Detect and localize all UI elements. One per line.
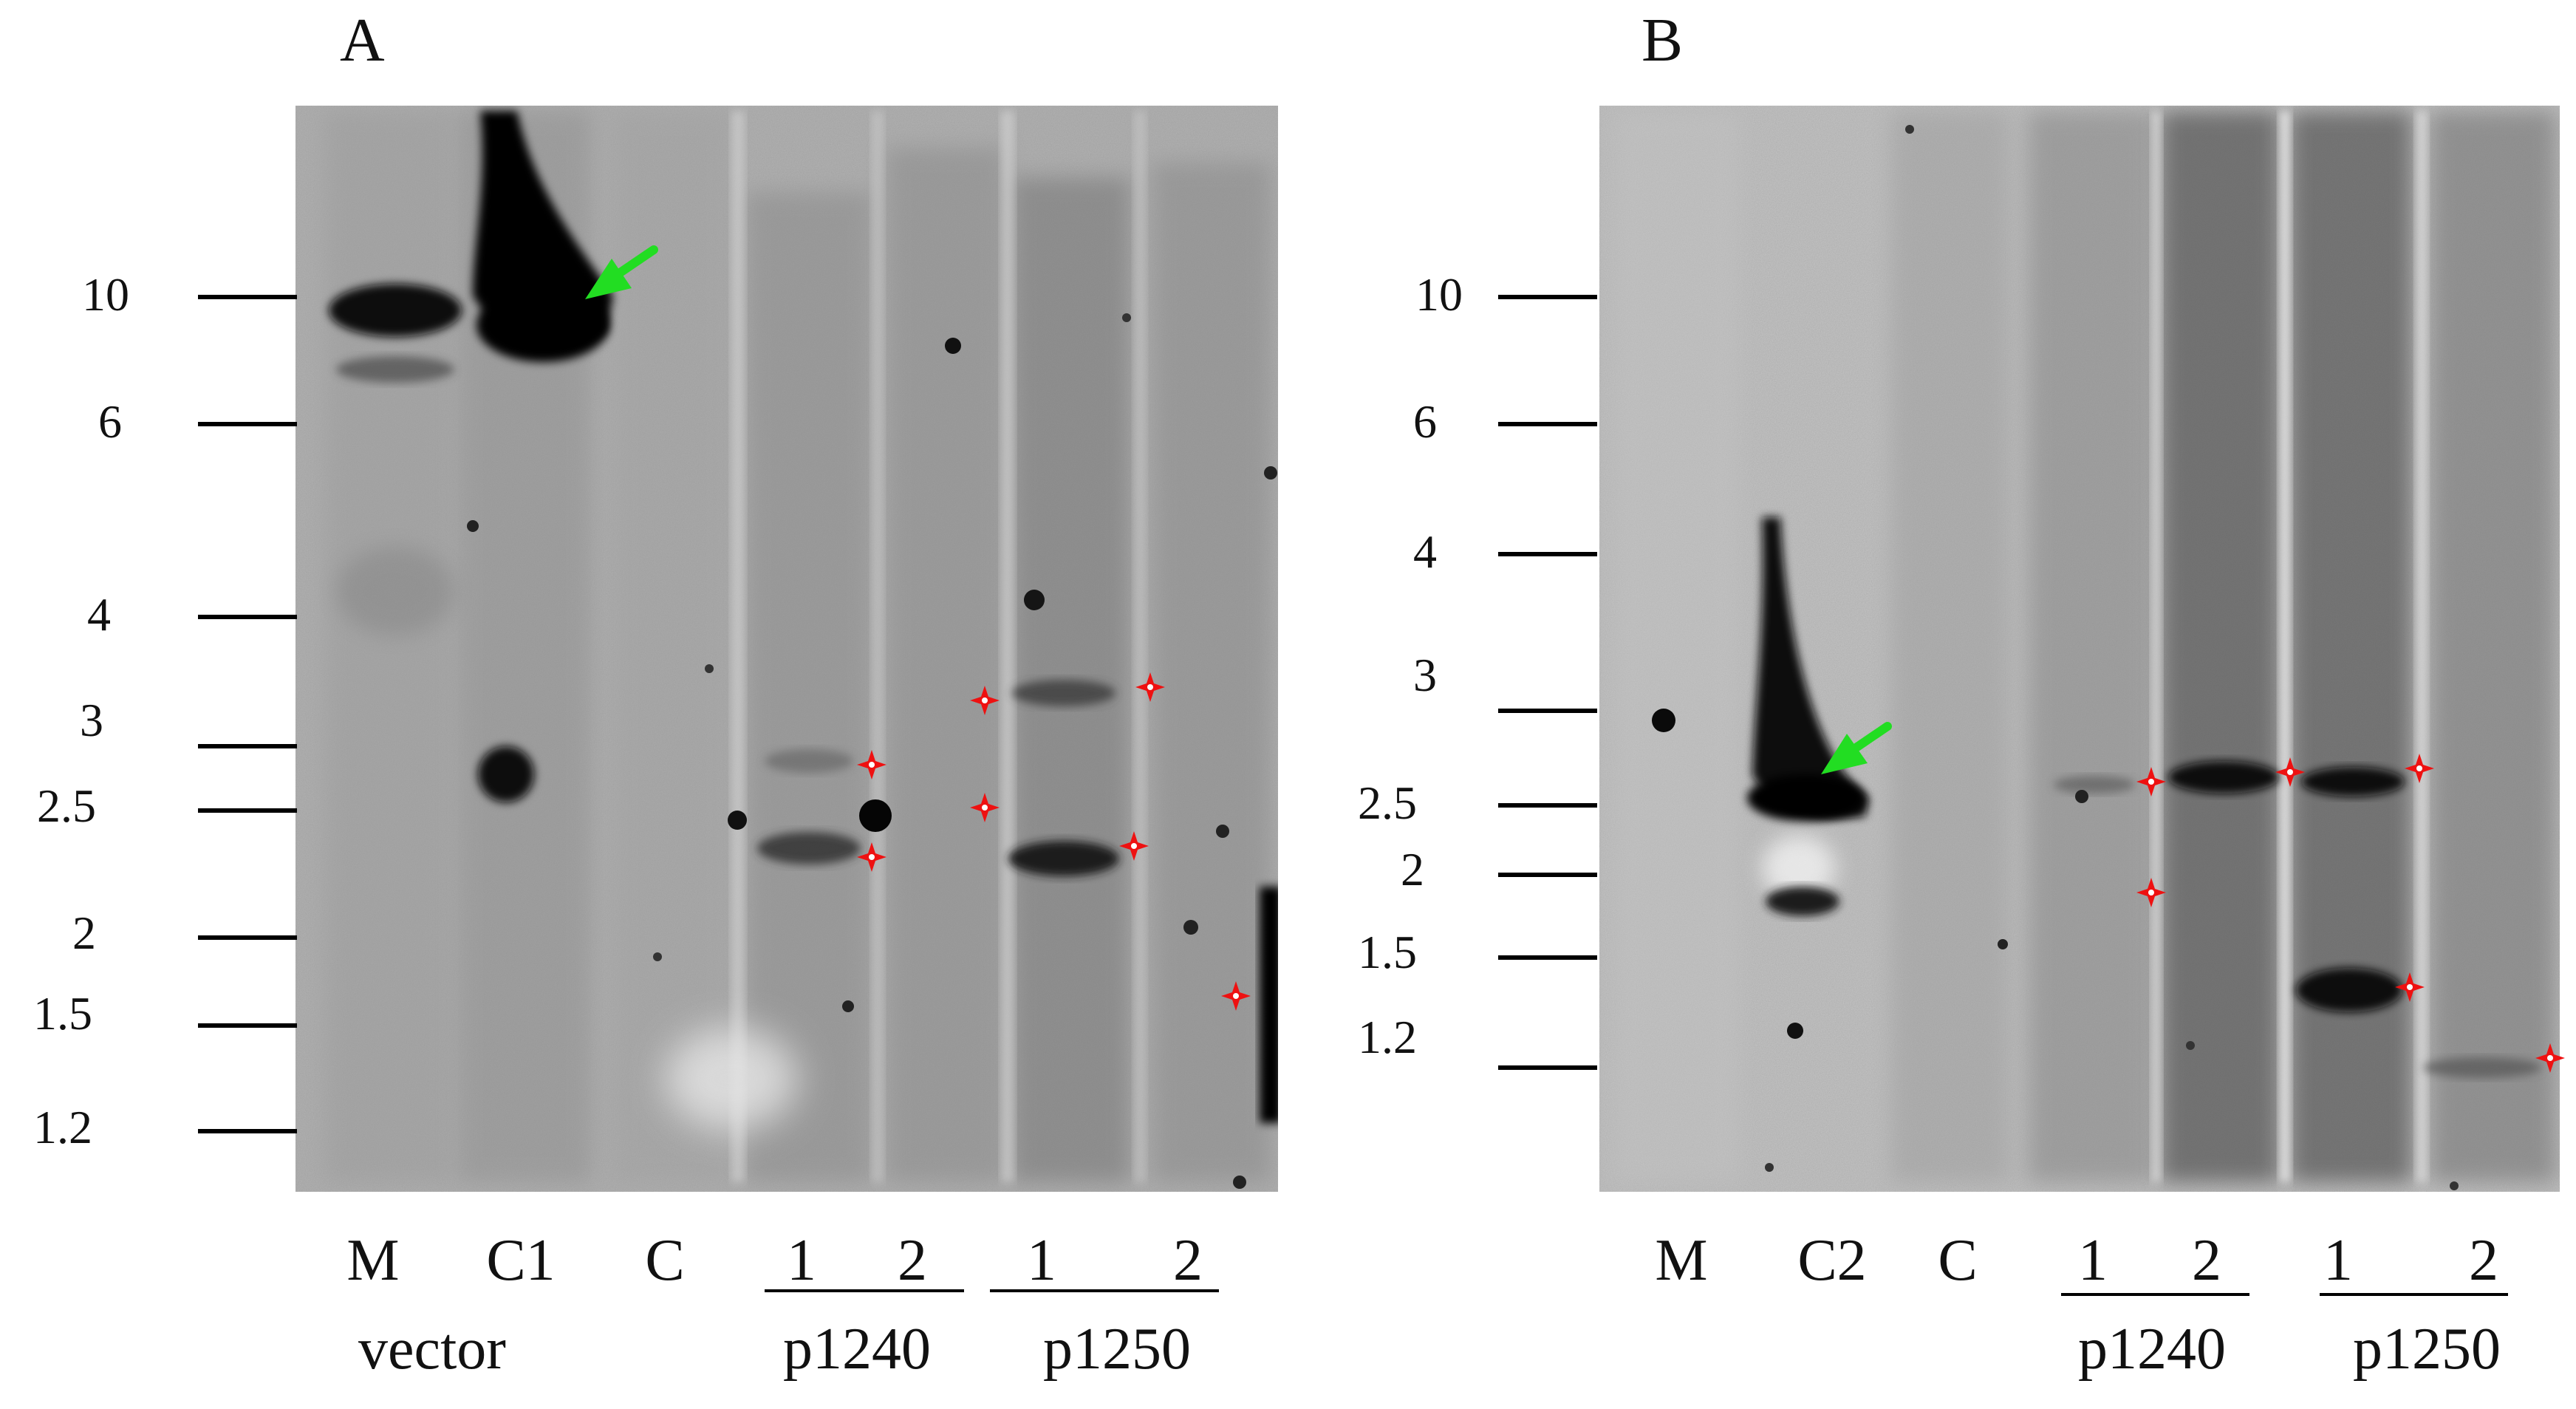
star-marker-icon [2405, 754, 2434, 783]
sample-label: p1240 [783, 1317, 931, 1382]
star-marker-icon [1135, 672, 1165, 702]
size-tick-label: 2.5 [1358, 777, 1417, 829]
star-marker-icon [2136, 878, 2166, 907]
size-tick-label: 3 [80, 694, 103, 746]
lane-label: 1 [2323, 1228, 2353, 1293]
arrow-icon [1821, 722, 1892, 774]
star-marker-icon [2275, 757, 2305, 787]
size-tick-label: 4 [87, 588, 111, 641]
band-markers [857, 672, 1251, 1011]
lane-label: 1 [2078, 1228, 2108, 1293]
star-marker-icon [970, 686, 1000, 715]
size-tick-label: 1.5 [33, 987, 92, 1040]
size-tick-label: 6 [1413, 395, 1437, 448]
star-marker-icon [1221, 981, 1251, 1011]
gel-image [1599, 106, 2560, 1192]
sample-label: p1240 [2078, 1317, 2226, 1382]
sample-label: vector [358, 1317, 506, 1382]
lane-label: M [346, 1228, 399, 1293]
size-tick-label: 2.5 [37, 779, 96, 832]
size-tick-label: 10 [1415, 268, 1463, 321]
size-tick-label: 2 [1401, 843, 1424, 895]
lane-label: M [1655, 1228, 1707, 1293]
lane-label: C [1938, 1228, 1977, 1293]
lane-label: C [645, 1228, 684, 1293]
panel-letter: B [1641, 6, 1683, 75]
size-ladder [198, 295, 297, 1133]
gel-image [295, 106, 1278, 1192]
lane-label: 2 [2469, 1228, 2498, 1293]
lane-label: 2 [898, 1228, 927, 1293]
sample-label: p1250 [2353, 1317, 2501, 1382]
lane-label: 1 [1027, 1228, 1056, 1293]
size-tick-label: 3 [1413, 649, 1437, 701]
size-tick-label: 2 [72, 907, 96, 959]
size-tick-label: 4 [1413, 525, 1437, 578]
lane-label: C2 [1797, 1228, 1866, 1293]
panel-letter: A [340, 6, 385, 75]
band-markers [2136, 754, 2565, 1073]
star-marker-icon [970, 793, 1000, 822]
size-tick-label: 10 [82, 268, 129, 321]
panel-a: A [33, 6, 1278, 1382]
size-tick-label: 1.5 [1358, 926, 1417, 978]
sample-label: p1250 [1043, 1317, 1191, 1382]
lane-label: 1 [787, 1228, 816, 1293]
star-marker-icon [857, 750, 886, 779]
lane-label: C1 [486, 1228, 555, 1293]
lane-label: 2 [2192, 1228, 2221, 1293]
lane-label: 2 [1173, 1228, 1203, 1293]
size-ladder [1498, 295, 1597, 1070]
star-marker-icon [857, 842, 886, 872]
arrow-icon [585, 245, 658, 299]
size-tick-label: 6 [98, 395, 122, 448]
star-marker-icon [2535, 1043, 2565, 1073]
star-marker-icon [2395, 972, 2425, 1002]
panel-b: B [1358, 6, 2565, 1382]
star-marker-icon [2136, 767, 2166, 796]
size-tick-label: 1.2 [33, 1101, 92, 1153]
star-marker-icon [1119, 831, 1149, 861]
size-tick-label: 1.2 [1358, 1011, 1417, 1063]
